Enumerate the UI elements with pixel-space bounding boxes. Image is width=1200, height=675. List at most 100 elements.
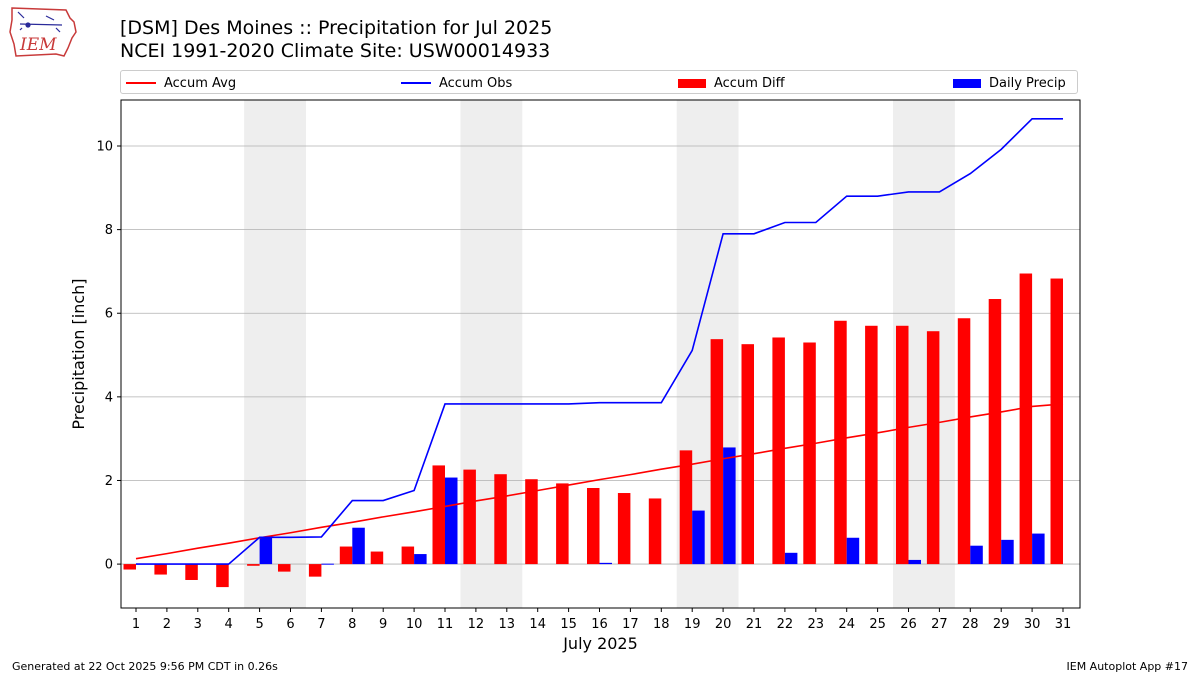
accum-diff-bar [154,564,167,575]
plot-frame [120,99,1081,609]
accum-diff-bar [1019,273,1033,565]
accum-diff-bar [926,331,940,565]
x-tick-label: 30 [1024,617,1041,632]
x-tick-label: 23 [808,617,825,632]
x-axis-label: July 2025 [562,634,638,653]
y-tick-label: 10 [96,139,113,154]
x-tick-label: 7 [317,617,325,632]
x-tick-label: 12 [468,617,485,632]
x-tick-label: 2 [163,617,171,632]
chart-subtitle: NCEI 1991-2020 Climate Site: USW00014933 [120,40,551,62]
daily-precip-bar [692,510,705,565]
accum-diff-bar [710,339,724,565]
accum-diff-bar [401,546,415,565]
accum-diff-bar [896,325,909,565]
daily-precip-bar [352,527,365,565]
x-tick-label: 20 [715,617,732,632]
accum-diff-bar [432,465,445,565]
accum-diff-bar [865,325,878,565]
legend-label-accum-avg: Accum Avg [164,75,237,91]
accum-diff-bar [216,564,229,588]
daily-precip-bar [970,545,983,565]
accum-avg-line [135,403,1064,560]
legend-swatch-accum-diff [678,78,706,88]
bar-layer [123,273,1063,588]
x-tick-label: 21 [746,617,763,632]
legend-label-accum-diff: Accum Diff [714,75,785,91]
accum-diff-bar [957,318,971,565]
accum-diff-bar [648,498,662,565]
legend-item-accum-avg: Accum Avg [126,74,236,92]
x-tick-label: 25 [869,617,886,632]
x-tick-label: 9 [379,617,387,632]
accum-diff-bar [617,493,631,565]
x-tick-label: 1 [132,617,140,632]
x-tick-label: 3 [194,617,202,632]
legend-swatch-accum-obs [401,82,431,84]
x-tick-label: 28 [962,617,979,632]
x-tick-label: 16 [591,617,608,632]
accum-diff-bar [278,564,291,572]
x-tick-label: 29 [993,617,1010,632]
accum-diff-bar [123,564,136,570]
x-tick-label: 24 [838,617,855,632]
y-tick-label: 0 [105,558,113,573]
accum-diff-bar [803,342,816,565]
accum-diff-bar [247,564,260,566]
legend-label-daily-precip: Daily Precip [989,75,1066,91]
daily-precip-bar [908,559,921,565]
legend: Accum Avg Accum Obs Accum Diff Daily Pre… [120,70,1078,94]
y-tick-label: 4 [105,390,113,405]
daily-precip-bar [1032,533,1045,565]
accum-diff-bar [494,474,507,565]
accum-diff-bar [463,469,476,565]
accum-diff-bar [185,564,198,580]
accum-diff-bar [988,299,1002,565]
x-tick-label: 6 [286,617,294,632]
footer-generated: Generated at 22 Oct 2025 9:56 PM CDT in … [12,660,278,673]
x-tick-label: 4 [225,617,233,632]
x-tick-label: 14 [529,617,546,632]
x-tick-label: 22 [777,617,794,632]
accum-diff-bar [370,551,384,565]
daily-precip-bar [414,554,427,565]
daily-precip-bar [259,537,273,565]
daily-precip-bar [321,563,334,565]
daily-precip-bar [445,477,458,565]
accum-diff-bar [1050,278,1063,565]
x-tick-label: 18 [653,617,670,632]
x-tick-label: 8 [348,617,356,632]
x-tick-label: 19 [684,617,701,632]
logo-text: IEM [19,35,57,55]
daily-precip-bar [846,537,860,565]
accum-diff-bar [556,483,569,565]
legend-item-accum-obs: Accum Obs [401,74,512,92]
daily-precip-bar [1001,539,1014,565]
daily-precip-bar [784,552,798,565]
y-tick-label: 6 [105,307,113,322]
y-axis-label: Precipitation [inch] [69,278,88,429]
x-tick-label: 10 [406,617,423,632]
x-tick-label: 15 [560,617,577,632]
chart-title: [DSM] Des Moines :: Precipitation for Ju… [120,17,553,39]
accum-diff-bar [834,320,847,565]
x-tick-label: 5 [255,617,263,632]
legend-label-accum-obs: Accum Obs [439,75,513,91]
x-tick-label: 26 [900,617,917,632]
accum-diff-bar [339,546,353,565]
x-tick-label: 13 [499,617,516,632]
accum-diff-bar [525,479,538,565]
weekend-shade [244,100,306,608]
y-tick-label: 2 [105,474,113,489]
iem-logo: IEM [9,7,77,57]
daily-precip-bar [723,447,736,565]
x-tick-label: 31 [1055,617,1072,632]
x-tick-label: 27 [931,617,948,632]
legend-swatch-accum-avg [126,82,156,84]
legend-item-accum-diff: Accum Diff [678,74,785,92]
accum-diff-bar [308,564,322,577]
legend-swatch-daily-precip [953,78,981,88]
footer-app: IEM Autoplot App #17 [1066,660,1189,673]
x-tick-label: 17 [622,617,639,632]
